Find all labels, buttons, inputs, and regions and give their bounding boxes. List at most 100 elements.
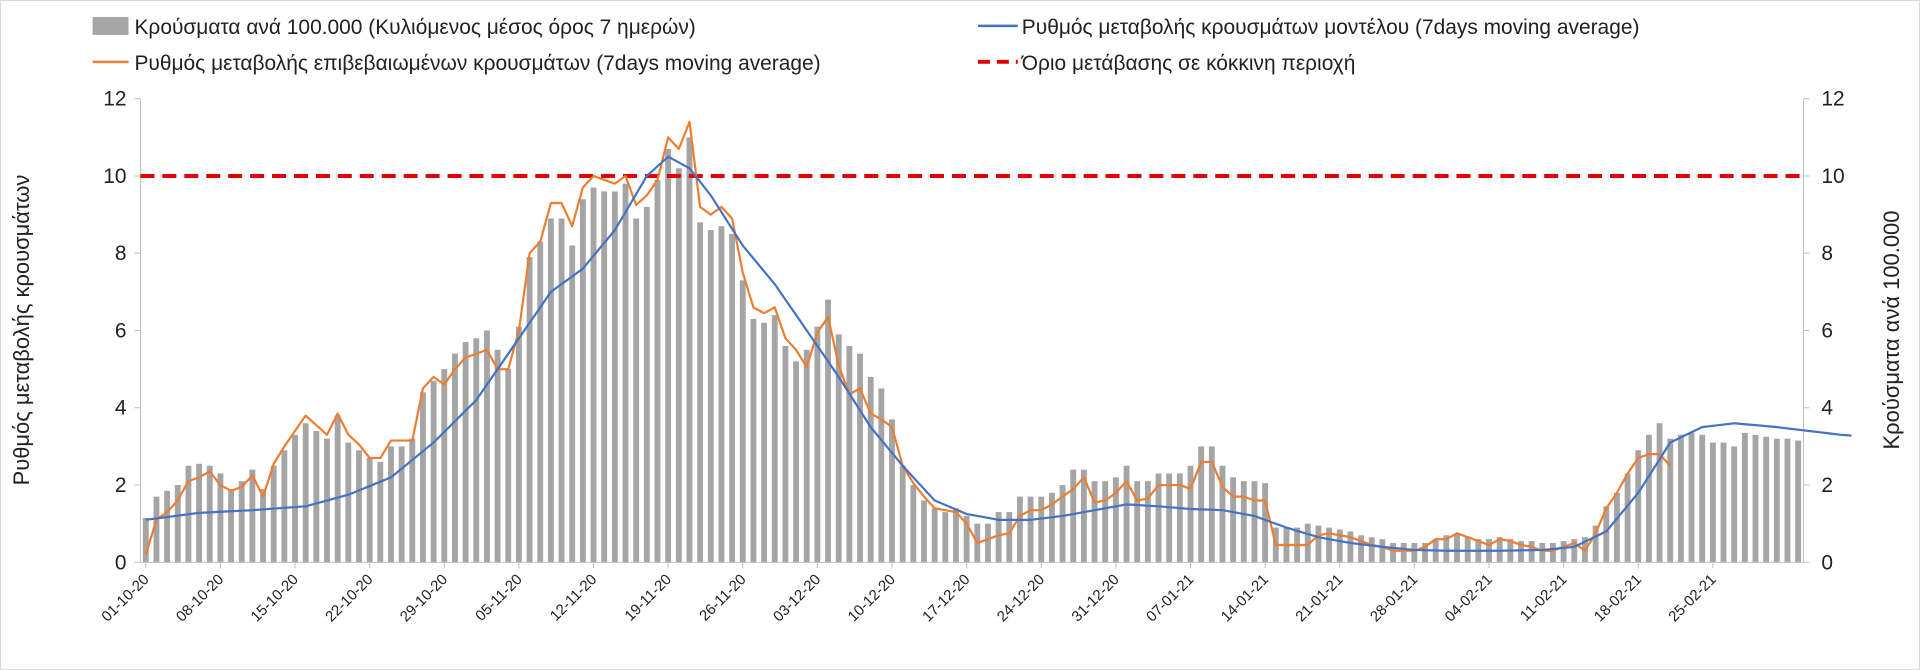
bar	[1379, 539, 1386, 563]
bar	[569, 245, 576, 563]
bar	[228, 488, 234, 563]
y-tick-label-left: 6	[115, 319, 127, 342]
y-tick-label-left: 10	[103, 165, 126, 188]
bar	[388, 446, 394, 563]
x-tick-label: 04-02-21	[1442, 571, 1496, 625]
bar	[1411, 543, 1418, 563]
bar-series	[142, 137, 1802, 563]
bar	[1443, 535, 1450, 563]
bar	[793, 361, 799, 563]
bar	[483, 330, 490, 563]
bar	[953, 508, 959, 563]
bar	[697, 222, 704, 563]
bar	[537, 241, 544, 563]
bar	[782, 345, 789, 563]
bar	[452, 353, 458, 563]
bar	[1613, 492, 1620, 563]
bar	[899, 465, 906, 563]
bar	[473, 338, 480, 563]
bar	[430, 380, 437, 563]
bar	[963, 515, 970, 563]
bar	[462, 342, 469, 563]
bar	[1560, 541, 1567, 563]
bar	[1741, 432, 1748, 563]
bar	[1731, 446, 1738, 563]
y-tick-label-right: 10	[1821, 165, 1844, 188]
bar	[1208, 446, 1215, 563]
bar	[1240, 481, 1247, 563]
bar	[1187, 465, 1194, 563]
legend-threshold-label: Όριο μετάβασης σε κόκκινη περιοχή	[1021, 52, 1356, 75]
bar	[558, 218, 565, 563]
bar	[1624, 473, 1631, 563]
bar	[174, 485, 181, 563]
x-tick-label: 01-10-20	[98, 571, 152, 625]
bar	[292, 434, 298, 563]
y-axis-right: 0 2 4 6 8 10 12	[1803, 88, 1845, 574]
y-axis-right-title: Κρούσματα ανά 100.000	[1879, 211, 1904, 450]
bar	[1720, 442, 1727, 563]
x-tick-label: 03-12-20	[770, 571, 824, 625]
bar	[1155, 473, 1162, 563]
y-tick-label-left: 12	[103, 88, 126, 111]
x-tick-label: 07-01-21	[1143, 571, 1197, 625]
bar	[750, 318, 757, 563]
bar	[590, 187, 597, 563]
bar	[1539, 543, 1546, 563]
bar	[1667, 438, 1674, 563]
bar	[1262, 483, 1269, 563]
bar	[1038, 496, 1045, 563]
bar	[270, 465, 277, 563]
bar	[1677, 434, 1684, 563]
bar	[1784, 438, 1791, 563]
x-tick-label: 28-01-21	[1367, 571, 1421, 625]
bar	[1528, 541, 1535, 563]
x-tick-label: 17-12-20	[919, 571, 973, 625]
bar	[526, 257, 533, 563]
bar	[1336, 529, 1343, 563]
bar	[366, 458, 373, 563]
bar	[1645, 434, 1652, 563]
bar	[1134, 481, 1141, 563]
bar	[1422, 543, 1428, 563]
bar	[217, 473, 224, 563]
bar	[1347, 531, 1354, 563]
bar	[377, 461, 384, 563]
legend: Κρούσματα ανά 100.000 (Κυλιόμενος μέσος …	[92, 16, 1639, 75]
legend-confirmed-label: Ρυθμός μεταβολής επιβεβαιωμένων κρουσμάτ…	[134, 52, 820, 75]
x-tick-label: 24-12-20	[994, 571, 1048, 625]
y-tick-label-right: 12	[1821, 88, 1844, 111]
y-tick-label-left: 2	[115, 474, 127, 497]
bar	[857, 353, 863, 563]
bar	[1454, 533, 1460, 563]
bar	[1773, 438, 1780, 563]
x-tick-label: 29-10-20	[397, 571, 451, 625]
bar	[1688, 432, 1695, 563]
bar	[1166, 473, 1173, 563]
x-tick-label: 12-11-20	[547, 571, 601, 625]
bar	[1070, 469, 1077, 563]
bar	[739, 280, 746, 563]
bar	[142, 517, 149, 563]
bar	[1006, 512, 1013, 563]
y-tick-label-left: 0	[115, 551, 127, 574]
bar	[420, 392, 426, 563]
y-tick-label-right: 6	[1821, 319, 1833, 342]
bar	[494, 349, 501, 563]
bar	[398, 446, 405, 563]
bar	[1219, 465, 1226, 563]
bar	[302, 423, 309, 563]
x-tick-label: 21-01-21	[1292, 571, 1346, 625]
bar	[260, 488, 266, 563]
bar	[803, 349, 810, 563]
bar	[1144, 481, 1151, 563]
bar	[515, 326, 522, 563]
bar	[1059, 485, 1066, 563]
model-rate-line	[145, 155, 1852, 552]
bar	[942, 512, 949, 563]
legend-bars-swatch	[92, 16, 129, 35]
bar	[441, 369, 448, 563]
bar	[1315, 525, 1322, 563]
bar	[654, 179, 661, 563]
